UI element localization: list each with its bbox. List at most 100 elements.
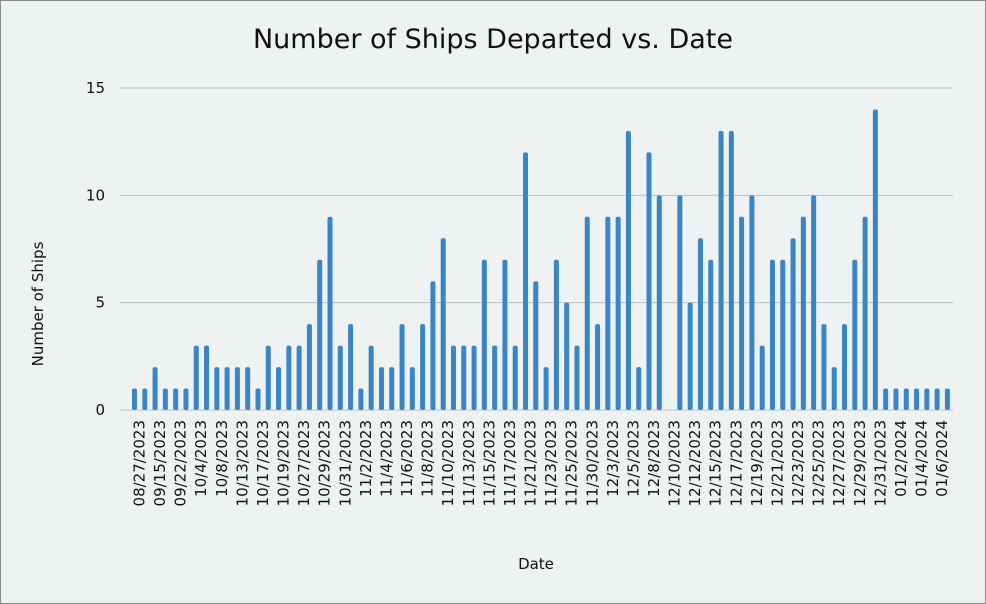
bar bbox=[533, 281, 539, 410]
bar bbox=[306, 324, 312, 410]
x-tick-label: 11/8/2023 bbox=[419, 420, 437, 497]
bar bbox=[615, 216, 621, 410]
bar bbox=[924, 388, 930, 410]
bar bbox=[625, 130, 631, 410]
bar bbox=[800, 216, 806, 410]
x-tick-label: 12/19/2023 bbox=[748, 420, 766, 506]
y-tick-label: 10 bbox=[86, 186, 105, 204]
y-tick-labels: 0 5 10 15 bbox=[86, 79, 105, 419]
bar bbox=[893, 388, 899, 410]
bar bbox=[780, 259, 786, 410]
bar bbox=[245, 367, 251, 410]
bar bbox=[831, 367, 837, 410]
bar bbox=[718, 130, 724, 410]
x-tick-label: 12/17/2023 bbox=[727, 420, 745, 506]
bar bbox=[564, 302, 570, 410]
x-tick-label: 09/22/2023 bbox=[172, 420, 190, 506]
bar bbox=[636, 367, 642, 410]
x-tick-label: 10/4/2023 bbox=[192, 420, 210, 497]
x-axis-title: Date bbox=[518, 555, 554, 573]
bar bbox=[430, 281, 436, 410]
bar bbox=[523, 152, 529, 410]
bar bbox=[677, 195, 683, 410]
bar bbox=[214, 367, 220, 410]
x-tick-label: 12/8/2023 bbox=[645, 420, 663, 497]
x-tick-label: 12/3/2023 bbox=[604, 420, 622, 497]
x-tick-label: 11/30/2023 bbox=[583, 420, 601, 506]
bar bbox=[337, 345, 343, 410]
bar bbox=[224, 367, 230, 410]
bar bbox=[234, 367, 240, 410]
bar bbox=[152, 367, 158, 410]
bar bbox=[574, 345, 580, 410]
bar bbox=[204, 345, 210, 410]
bar bbox=[471, 345, 477, 410]
bar bbox=[481, 259, 487, 410]
x-tick-label: 01/6/2024 bbox=[933, 420, 951, 497]
x-tick-label: 12/29/2023 bbox=[851, 420, 869, 506]
bar bbox=[512, 345, 518, 410]
bar bbox=[327, 216, 333, 410]
x-tick-label: 09/15/2023 bbox=[151, 420, 169, 506]
bar bbox=[368, 345, 374, 410]
x-tick-label: 10/27/2023 bbox=[295, 420, 313, 506]
bar bbox=[872, 109, 878, 410]
bar bbox=[132, 388, 137, 410]
bar bbox=[142, 388, 148, 410]
chart-title: Number of Ships Departed vs. Date bbox=[252, 24, 734, 55]
y-tick-label: 5 bbox=[95, 294, 105, 312]
x-tick-label: 11/21/2023 bbox=[522, 420, 540, 506]
bar bbox=[903, 388, 909, 410]
bar bbox=[193, 345, 199, 410]
bar bbox=[944, 388, 950, 410]
x-tick-label: 11/10/2023 bbox=[439, 420, 457, 506]
x-tick-label: 01/2/2024 bbox=[892, 420, 910, 497]
bars bbox=[132, 109, 950, 410]
x-tick-labels: 08/27/2023 09/15/2023 09/22/2023 10/4/2023 1… bbox=[131, 420, 952, 506]
x-tick-label: 12/12/2023 bbox=[686, 420, 704, 506]
bar bbox=[842, 324, 848, 410]
x-tick-label: 10/13/2023 bbox=[233, 420, 251, 506]
y-tick-label: 0 bbox=[95, 401, 105, 419]
x-tick-label: 11/6/2023 bbox=[398, 420, 416, 497]
x-tick-label: 12/5/2023 bbox=[624, 420, 642, 497]
x-tick-label: 11/23/2023 bbox=[542, 420, 560, 506]
x-tick-label: 10/8/2023 bbox=[213, 420, 231, 497]
x-tick-label: 12/27/2023 bbox=[830, 420, 848, 506]
bar bbox=[492, 345, 498, 410]
x-tick-label: 11/13/2023 bbox=[460, 420, 478, 506]
bar bbox=[173, 388, 179, 410]
bar bbox=[502, 259, 508, 410]
x-tick-label: 08/27/2023 bbox=[131, 420, 149, 506]
bar bbox=[317, 259, 323, 410]
bar bbox=[708, 259, 714, 410]
bar bbox=[286, 345, 292, 410]
bar bbox=[739, 216, 745, 410]
x-tick-label: 12/15/2023 bbox=[707, 420, 725, 506]
x-tick-label: 12/23/2023 bbox=[789, 420, 807, 506]
x-tick-label: 11/17/2023 bbox=[501, 420, 519, 506]
bar bbox=[914, 388, 920, 410]
bar bbox=[265, 345, 271, 410]
bar bbox=[595, 324, 601, 410]
x-tick-label: 11/25/2023 bbox=[563, 420, 581, 506]
bar bbox=[543, 367, 549, 410]
bar bbox=[276, 367, 282, 410]
bar bbox=[646, 152, 652, 410]
bar bbox=[440, 238, 446, 410]
bar bbox=[749, 195, 755, 410]
bar bbox=[883, 388, 889, 410]
x-tick-label: 10/17/2023 bbox=[254, 420, 272, 506]
x-tick-label: 11/2/2023 bbox=[357, 420, 375, 497]
bar bbox=[605, 216, 611, 410]
bar bbox=[296, 345, 302, 410]
bar bbox=[687, 302, 693, 410]
x-tick-label: 10/29/2023 bbox=[316, 420, 334, 506]
bar bbox=[389, 367, 395, 410]
x-tick-label: 10/31/2023 bbox=[336, 420, 354, 506]
bar bbox=[790, 238, 796, 410]
x-tick-label: 12/31/2023 bbox=[871, 420, 889, 506]
bar bbox=[420, 324, 426, 410]
